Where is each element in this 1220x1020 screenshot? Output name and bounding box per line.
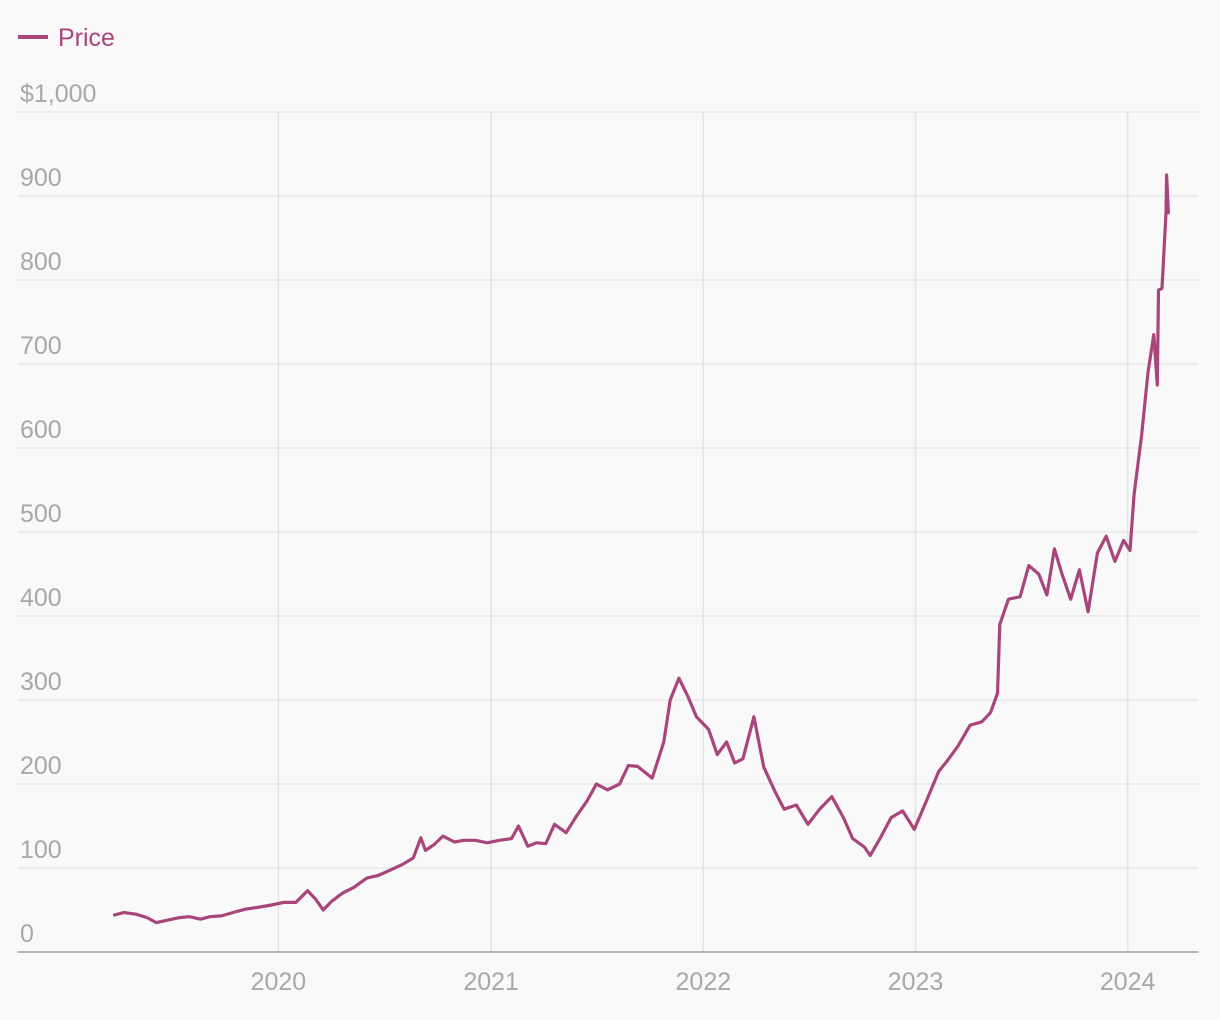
series-line-price [112,173,1170,925]
x-tick-label-2023: 2023 [888,968,944,996]
x-tick-label-2024: 2024 [1100,968,1156,996]
y-tick-label-600: 600 [20,416,62,444]
y-tick-label-1000: $1,000 [20,80,96,108]
y-tick-label-900: 900 [20,164,62,192]
x-tick-label-2022: 2022 [676,968,732,996]
y-tick-label-200: 200 [20,752,62,780]
x-tick-label-2021: 2021 [463,968,519,996]
legend: Price [18,24,115,52]
y-tick-label-300: 300 [20,668,62,696]
y-tick-label-700: 700 [20,332,62,360]
gridlines [18,111,1198,952]
x-axis-ticks: 2020 2021 2022 2023 2024 [251,968,1156,996]
y-tick-label-100: 100 [20,836,62,864]
legend-label: Price [58,24,115,52]
y-tick-label-800: 800 [20,248,62,276]
x-tick-label-2020: 2020 [251,968,307,996]
y-tick-label-0: 0 [20,920,34,948]
y-tick-label-400: 400 [20,584,62,612]
y-tick-label-500: 500 [20,500,62,528]
y-axis-ticks: 0 100 200 300 400 500 600 700 800 900 $1,000 [20,80,96,948]
